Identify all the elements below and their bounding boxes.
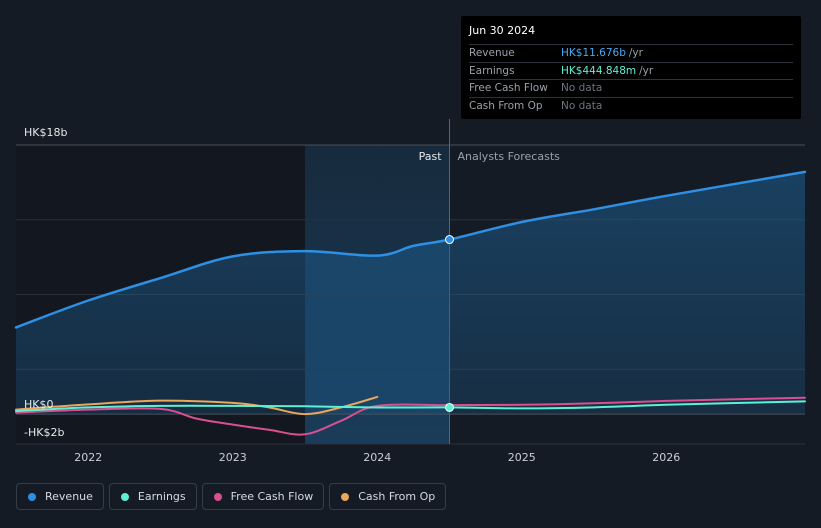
tooltip-row-label: Earnings [469,64,515,77]
revenue-area [16,171,805,415]
legend-item-cash-from-op[interactable]: Cash From Op [329,483,447,510]
forecast-label: Analysts Forecasts [458,150,561,163]
y-axis-label: HK$18b [24,126,67,139]
free-cash-flow-line [15,396,806,436]
x-axis-tick-label: 2023 [219,451,247,464]
tooltip-panel: Jun 30 2024 Revenue HK$11.676b/yr Earnings… [461,16,801,119]
revenue-line [14,170,807,329]
legend-label: Earnings [137,490,186,503]
tooltip-row-value: HK$11.676b [561,47,626,59]
past-label: Past [419,150,443,163]
tooltip-row: Revenue HK$11.676b/yr [469,44,793,62]
legend-dot-icon [341,492,350,501]
tooltip-row-value: No data [561,99,603,112]
tooltip-row-label: Free Cash Flow [469,82,548,94]
legend-item-revenue[interactable]: Revenue [16,483,104,510]
tooltip-date: Jun 30 2024 [469,24,536,37]
tooltip-row-value: HK$444.848m [561,64,637,77]
x-axis-tick-label: 2024 [363,451,391,464]
tooltip-row-unit: /yr [628,47,643,59]
x-axis-tick-label: 2022 [74,451,102,464]
earnings-line [15,400,806,413]
x-axis-tick-label: 2026 [652,451,680,464]
tooltip-row-label: Cash From Op [469,99,543,112]
cash-from-op-line [15,395,379,416]
legend-dot-icon [213,492,222,501]
y-axis-label: HK$0 [24,398,53,411]
y-axis-label: -HK$2b [24,426,64,439]
legend-dot-icon [120,492,129,501]
tooltip-row: Cash From Op No data [469,96,793,115]
tooltip-row-label: Revenue [469,47,515,59]
tooltip-rows: Revenue HK$11.676b/yr Earnings HK$444.848m /… [469,44,793,114]
legend-item-earnings[interactable]: Earnings [108,483,197,510]
legend-label: Revenue [45,490,93,503]
earnings-marker [445,402,455,412]
tooltip-row-unit: /yr [639,64,654,77]
tooltip-row-value: No data [561,82,603,94]
legend-label: Cash From Op [358,490,436,503]
legend-label: Free Cash Flow [230,490,314,503]
tooltip-row: Free Cash Flow No data [469,79,793,97]
chart-legend: Revenue Earnings Free Cash Flow Cash From O… [16,483,447,510]
tooltip-row: Earnings HK$444.848m/yr [469,61,793,80]
x-axis-tick-label: 2025 [508,451,536,464]
legend-item-free-cash-flow[interactable]: Free Cash Flow [201,483,325,510]
legend-dot-icon [28,492,36,501]
revenue-marker [445,235,455,245]
